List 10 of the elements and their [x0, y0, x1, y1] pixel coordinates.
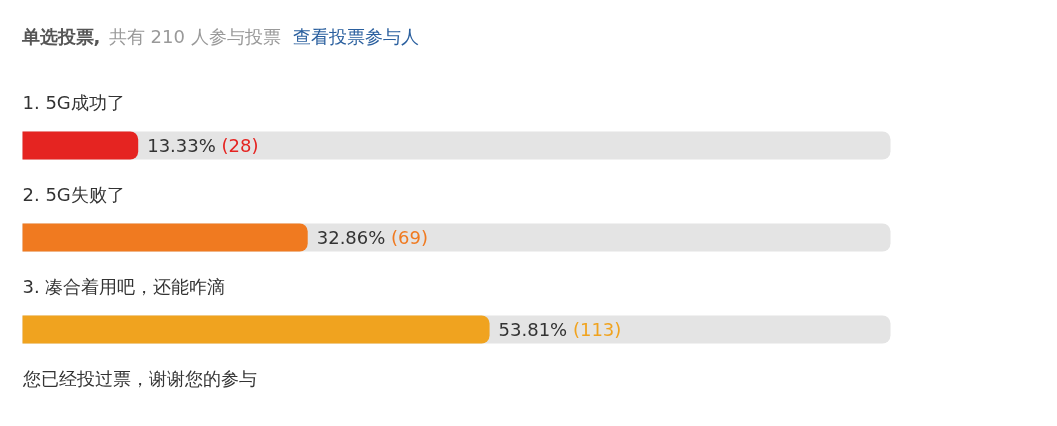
data-label: 32.86% (69) [316, 227, 429, 248]
data-label: 53.81% (113) [498, 319, 622, 340]
chart-title: 单选投票, [20, 26, 101, 47]
text: 查看投票参与人 [293, 26, 420, 47]
data-label: 13.33% (28) [147, 135, 259, 156]
y-tick-label: 2. 5G失败了 [22, 184, 125, 205]
y-tick-label: 3. 凑合着用吧，还能咋滴 [22, 276, 226, 297]
text: 您已经投过票，谢谢您的参与 [21, 368, 257, 389]
chart-subtitle: 共有 210 人参与投票 [108, 26, 281, 47]
y-tick-label: 1. 5G成功了 [22, 92, 125, 113]
